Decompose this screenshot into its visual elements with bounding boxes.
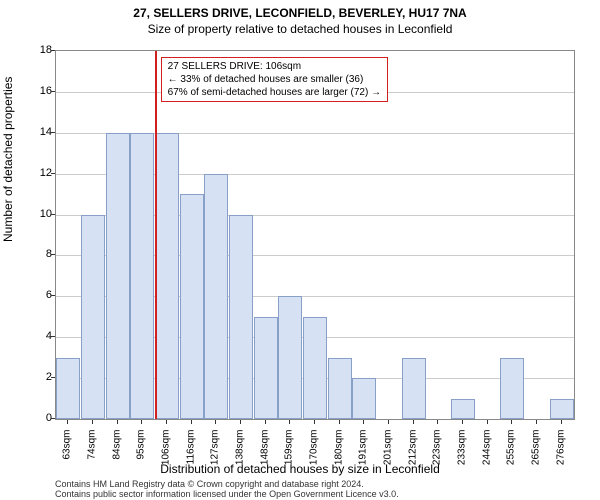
xtick-label: 170sqm — [309, 430, 320, 490]
histogram-bar — [180, 194, 204, 419]
xtick-label: 74sqm — [87, 430, 98, 490]
histogram-bar — [254, 317, 278, 419]
xtick-mark — [561, 420, 562, 424]
xtick-mark — [314, 420, 315, 424]
ytick-mark — [51, 254, 55, 255]
histogram-bar — [550, 399, 574, 419]
chart-subtitle: Size of property relative to detached ho… — [0, 20, 600, 36]
xtick-label: 212sqm — [407, 430, 418, 490]
histogram-bar — [56, 358, 80, 419]
xtick-mark — [141, 420, 142, 424]
xtick-label: 63sqm — [62, 430, 73, 490]
histogram-bar — [229, 215, 253, 419]
xtick-mark — [487, 420, 488, 424]
xtick-mark — [413, 420, 414, 424]
marker-line — [155, 51, 157, 419]
xtick-label: 116sqm — [185, 430, 196, 490]
xtick-label: 106sqm — [161, 430, 172, 490]
histogram-bar — [278, 296, 302, 419]
histogram-bar — [106, 133, 130, 419]
xtick-label: 148sqm — [259, 430, 270, 490]
xtick-label: 276sqm — [555, 430, 566, 490]
histogram-bar — [303, 317, 327, 419]
xtick-label: 255sqm — [506, 430, 517, 490]
footer-text: Contains HM Land Registry data © Crown c… — [55, 480, 399, 500]
annotation-line: ← 33% of detached houses are smaller (36… — [168, 73, 381, 86]
xtick-mark — [67, 420, 68, 424]
xtick-mark — [92, 420, 93, 424]
ytick-mark — [51, 132, 55, 133]
ytick-label: 12 — [22, 167, 52, 179]
histogram-bar — [155, 133, 179, 419]
ytick-mark — [51, 336, 55, 337]
ytick-label: 8 — [22, 248, 52, 260]
histogram-bar — [328, 358, 352, 419]
xtick-mark — [117, 420, 118, 424]
xtick-label: 191sqm — [358, 430, 369, 490]
annotation-line: 27 SELLERS DRIVE: 106sqm — [168, 60, 381, 73]
footer-line-2: Contains public sector information licen… — [55, 490, 399, 500]
ytick-label: 2 — [22, 371, 52, 383]
annotation-box: 27 SELLERS DRIVE: 106sqm← 33% of detache… — [161, 57, 388, 102]
xtick-label: 84sqm — [111, 430, 122, 490]
xtick-mark — [511, 420, 512, 424]
ytick-mark — [51, 91, 55, 92]
histogram-bar — [204, 174, 228, 419]
xtick-label: 138sqm — [235, 430, 246, 490]
plot-area: 27 SELLERS DRIVE: 106sqm← 33% of detache… — [55, 50, 575, 420]
xtick-label: 95sqm — [136, 430, 147, 490]
xtick-label: 201sqm — [383, 430, 394, 490]
y-axis-label: Number of detached properties — [1, 77, 15, 242]
xtick-mark — [462, 420, 463, 424]
xtick-label: 180sqm — [333, 430, 344, 490]
ytick-mark — [51, 173, 55, 174]
xtick-label: 223sqm — [432, 430, 443, 490]
ytick-mark — [51, 377, 55, 378]
ytick-mark — [51, 295, 55, 296]
xtick-mark — [166, 420, 167, 424]
xtick-mark — [339, 420, 340, 424]
xtick-mark — [289, 420, 290, 424]
histogram-bar — [451, 399, 475, 419]
chart-title: 27, SELLERS DRIVE, LECONFIELD, BEVERLEY,… — [0, 0, 600, 20]
xtick-mark — [215, 420, 216, 424]
histogram-bar — [81, 215, 105, 419]
xtick-label: 244sqm — [481, 430, 492, 490]
xtick-label: 233sqm — [457, 430, 468, 490]
chart-container: 27, SELLERS DRIVE, LECONFIELD, BEVERLEY,… — [0, 0, 600, 500]
histogram-bar — [130, 133, 154, 419]
xtick-mark — [240, 420, 241, 424]
ytick-label: 14 — [22, 126, 52, 138]
ytick-label: 4 — [22, 330, 52, 342]
xtick-mark — [363, 420, 364, 424]
ytick-label: 10 — [22, 208, 52, 220]
xtick-mark — [388, 420, 389, 424]
ytick-label: 6 — [22, 289, 52, 301]
ytick-label: 18 — [22, 44, 52, 56]
xtick-mark — [191, 420, 192, 424]
xtick-mark — [437, 420, 438, 424]
histogram-bar — [500, 358, 524, 419]
ytick-label: 0 — [22, 412, 52, 424]
xtick-label: 265sqm — [531, 430, 542, 490]
histogram-bar — [352, 378, 376, 419]
xtick-label: 127sqm — [210, 430, 221, 490]
ytick-mark — [51, 418, 55, 419]
xtick-label: 159sqm — [284, 430, 295, 490]
ytick-label: 16 — [22, 85, 52, 97]
xtick-mark — [536, 420, 537, 424]
ytick-mark — [51, 50, 55, 51]
xtick-mark — [265, 420, 266, 424]
ytick-mark — [51, 214, 55, 215]
annotation-line: 67% of semi-detached houses are larger (… — [168, 86, 381, 99]
histogram-bar — [402, 358, 426, 419]
